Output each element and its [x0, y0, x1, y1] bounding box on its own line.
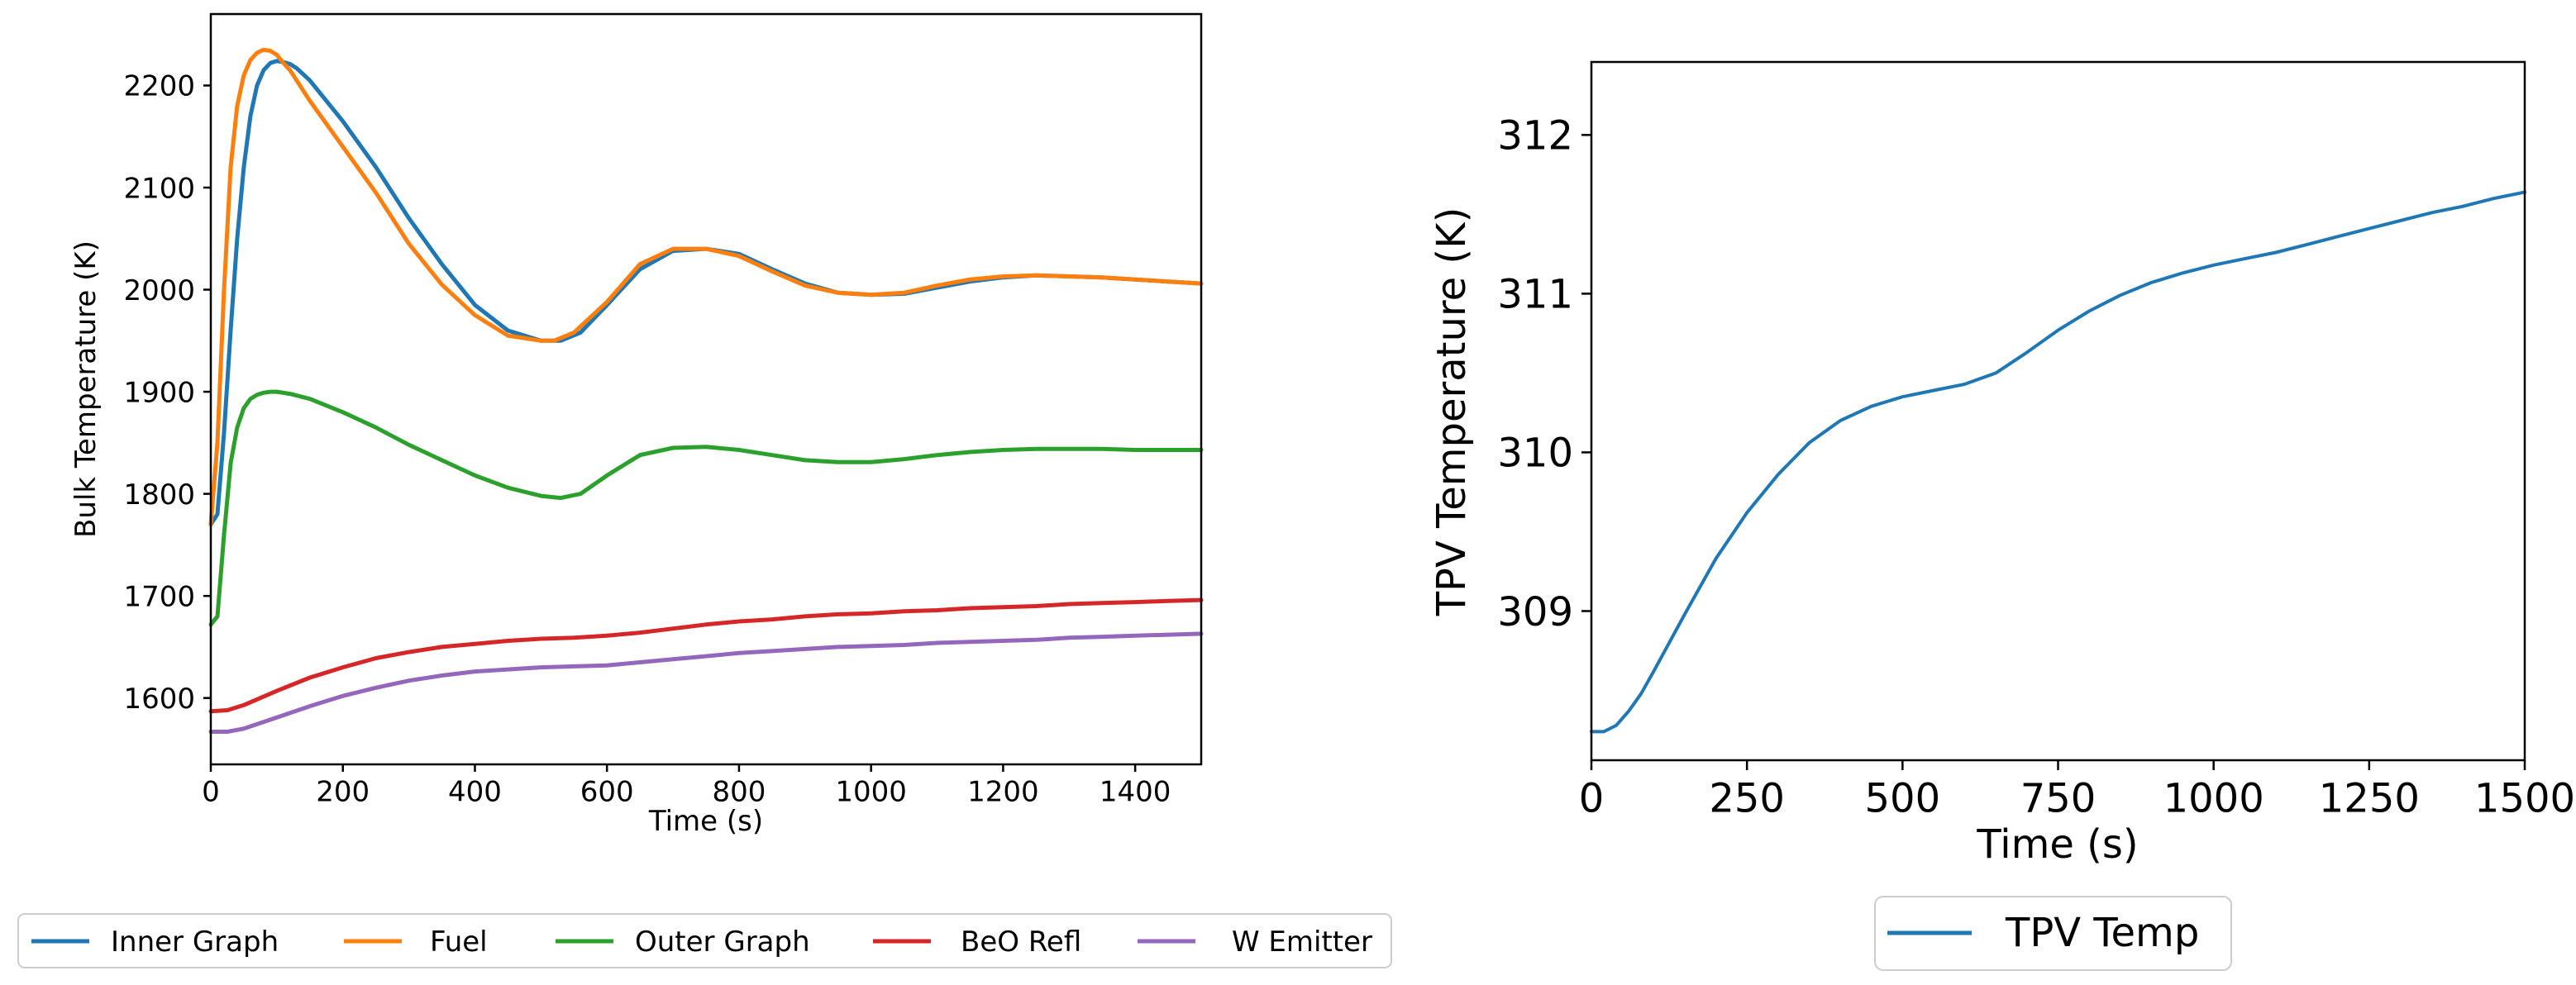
series-line-w-emitter	[208, 631, 1204, 734]
x-tick-label: 400	[448, 776, 502, 809]
series-line-inner-graph	[208, 59, 1204, 527]
y-tick-label: 1700	[123, 580, 195, 613]
bulk-temperature-legend-box	[17, 913, 1392, 968]
tpv-temperature-y-ticks: 309 310 311 312	[1497, 113, 1591, 635]
x-tick-label: 0	[202, 776, 220, 809]
series-line-fuel	[208, 47, 1204, 527]
tpv-temperature-x-ticks: 0 250 500 750 1000 1250 1500	[1579, 760, 2575, 821]
series-line-outer-graph	[208, 389, 1204, 627]
x-tick-label: 1000	[835, 776, 907, 809]
x-tick-label: 0	[1579, 775, 1605, 821]
y-tick-label: 312	[1497, 113, 1573, 159]
legend-label-fuel: Fuel	[430, 926, 488, 959]
x-tick-label: 1200	[967, 776, 1039, 809]
legend-item-fuel: Fuel	[344, 926, 488, 959]
x-tick-label: 1500	[2474, 775, 2575, 821]
y-tick-label: 310	[1497, 431, 1573, 477]
x-tick-label: 1000	[2163, 775, 2264, 821]
legend-label-inner-graph: Inner Graph	[111, 926, 279, 959]
legend-item-inner-graph: Inner Graph	[31, 926, 279, 959]
x-tick-label: 1400	[1100, 776, 1171, 809]
tpv-temperature-series-lines	[1590, 190, 2526, 734]
bulk-temperature-x-label: Time (s)	[648, 805, 763, 838]
legend-label-beo-refl: BeO Refl	[961, 926, 1081, 959]
bulk-temperature-plot-frame	[209, 12, 1203, 766]
bulk-temperature-series-lines	[208, 47, 1204, 734]
y-tick-label: 1900	[123, 376, 195, 409]
bulk-temperature-x-ticks: 0 200 400 600 800 1000 1200 1400	[202, 764, 1171, 809]
legend-item-outer-graph: Outer Graph	[556, 926, 810, 959]
bulk-temperature-y-ticks: 1600 1700 1800 1900 2000 2100 2200	[123, 70, 211, 716]
legend-item-w-emitter: W Emitter	[1138, 926, 1372, 959]
bulk-temperature-y-label: Bulk Temperature (K)	[69, 240, 103, 538]
y-tick-label: 2100	[123, 172, 195, 205]
y-tick-label: 2200	[123, 70, 195, 103]
y-tick-label: 2000	[123, 274, 195, 307]
tpv-temperature-chart: 0 250 500 750 1000 1250 1500 309 310 311 312 Time…	[1429, 60, 2575, 971]
legend-item-beo-refl: BeO Refl	[873, 926, 1081, 959]
tpv-temperature-y-label: TPV Temperature (K)	[1429, 207, 1475, 617]
y-tick-label: 309	[1497, 589, 1573, 635]
series-line-tpv-temp	[1590, 190, 2526, 734]
legend-label-tpv-temp: TPV Temp	[2005, 910, 2199, 956]
tpv-temperature-legend: TPV Temp	[1874, 896, 2232, 971]
bulk-temperature-chart: 0 200 400 600 800 1000 1200 1400 1600 1700 1800 19…	[17, 12, 1392, 968]
x-tick-label: 750	[2020, 775, 2097, 821]
tpv-temperature-plot-frame	[1590, 60, 2526, 762]
legend-label-w-emitter: W Emitter	[1232, 926, 1372, 959]
x-tick-label: 250	[1709, 775, 1785, 821]
y-tick-label: 311	[1497, 272, 1573, 318]
tpv-temperature-x-label: Time (s)	[1976, 821, 2138, 868]
x-tick-label: 200	[316, 776, 370, 809]
x-tick-label: 600	[580, 776, 634, 809]
x-tick-label: 1250	[2319, 775, 2420, 821]
tpv-temperature-legend-box	[1874, 896, 2232, 971]
y-tick-label: 1800	[123, 478, 195, 512]
legend-item-tpv-temp: TPV Temp	[1887, 910, 2199, 956]
x-tick-label: 500	[1865, 775, 1941, 821]
y-tick-label: 1600	[123, 683, 195, 716]
legend-label-outer-graph: Outer Graph	[635, 926, 810, 959]
x-tick-label: 800	[712, 776, 766, 809]
bulk-temperature-legend: Inner Graph Fuel Outer Graph BeO Refl W …	[17, 913, 1392, 968]
series-line-beo-refl	[208, 597, 1204, 714]
